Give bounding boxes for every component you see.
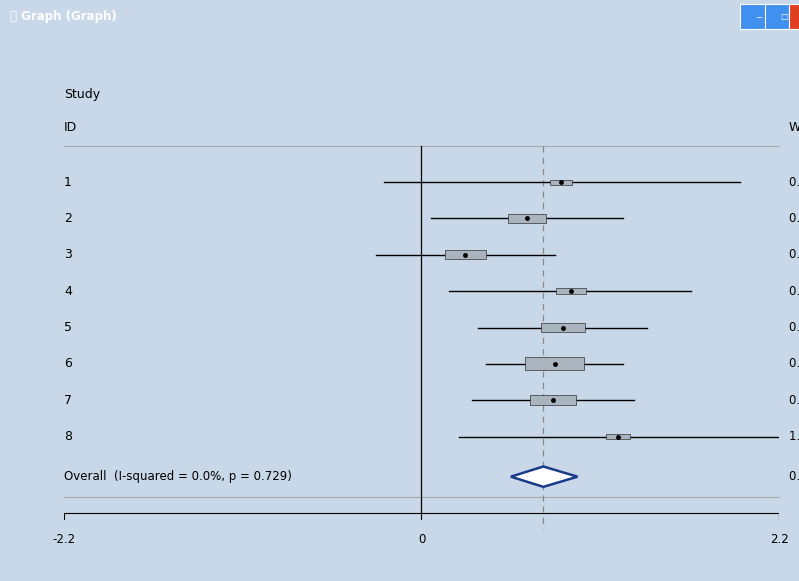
- Text: 8: 8: [64, 430, 72, 443]
- Text: 0: 0: [418, 533, 425, 546]
- Text: ─: ─: [757, 12, 761, 21]
- Text: 0.65 (0.06, 1.24): 0.65 (0.06, 1.24): [789, 212, 799, 225]
- Text: 4: 4: [64, 285, 72, 297]
- FancyBboxPatch shape: [740, 5, 778, 29]
- Bar: [526, 357, 584, 371]
- Text: 0.81 (0.31, 1.31): 0.81 (0.31, 1.31): [789, 394, 799, 407]
- Bar: [531, 395, 576, 406]
- Text: 2: 2: [64, 212, 72, 225]
- Text: □: □: [780, 12, 788, 21]
- Text: 1: 1: [64, 175, 72, 189]
- Text: 3: 3: [64, 248, 72, 261]
- Text: 0.27 (-0.28, 0.82): 0.27 (-0.28, 0.82): [789, 248, 799, 261]
- Text: Overall  (I-squared = 0.0%, p = 0.729): Overall (I-squared = 0.0%, p = 0.729): [64, 470, 292, 483]
- Text: -2.2: -2.2: [53, 533, 75, 546]
- Text: WMD (95% CI): WMD (95% CI): [789, 121, 799, 134]
- Text: Study: Study: [64, 88, 100, 101]
- Text: 0.86 (-0.23, 1.96): 0.86 (-0.23, 1.96): [789, 175, 799, 189]
- Bar: [445, 250, 486, 259]
- Polygon shape: [511, 467, 578, 487]
- Text: 6: 6: [64, 357, 72, 371]
- Bar: [508, 214, 546, 223]
- Text: 0.75 (0.55, 0.96): 0.75 (0.55, 0.96): [789, 470, 799, 483]
- Text: 0.82 (0.40, 1.24): 0.82 (0.40, 1.24): [789, 357, 799, 371]
- Bar: [550, 180, 572, 185]
- Text: 7: 7: [64, 394, 72, 407]
- Text: 5: 5: [64, 321, 72, 334]
- Text: 0.87 (0.35, 1.39): 0.87 (0.35, 1.39): [789, 321, 799, 334]
- Bar: [606, 434, 630, 439]
- Bar: [556, 288, 586, 295]
- Text: 🗖 Graph (Graph): 🗖 Graph (Graph): [10, 10, 117, 23]
- Text: 2.2: 2.2: [769, 533, 789, 546]
- FancyBboxPatch shape: [765, 5, 799, 29]
- Bar: [541, 322, 585, 332]
- Text: 0.92 (0.17, 1.66): 0.92 (0.17, 1.66): [789, 285, 799, 297]
- Text: ID: ID: [64, 121, 78, 134]
- Text: 1.21 (0.23, 2.20): 1.21 (0.23, 2.20): [789, 430, 799, 443]
- FancyBboxPatch shape: [789, 5, 799, 29]
